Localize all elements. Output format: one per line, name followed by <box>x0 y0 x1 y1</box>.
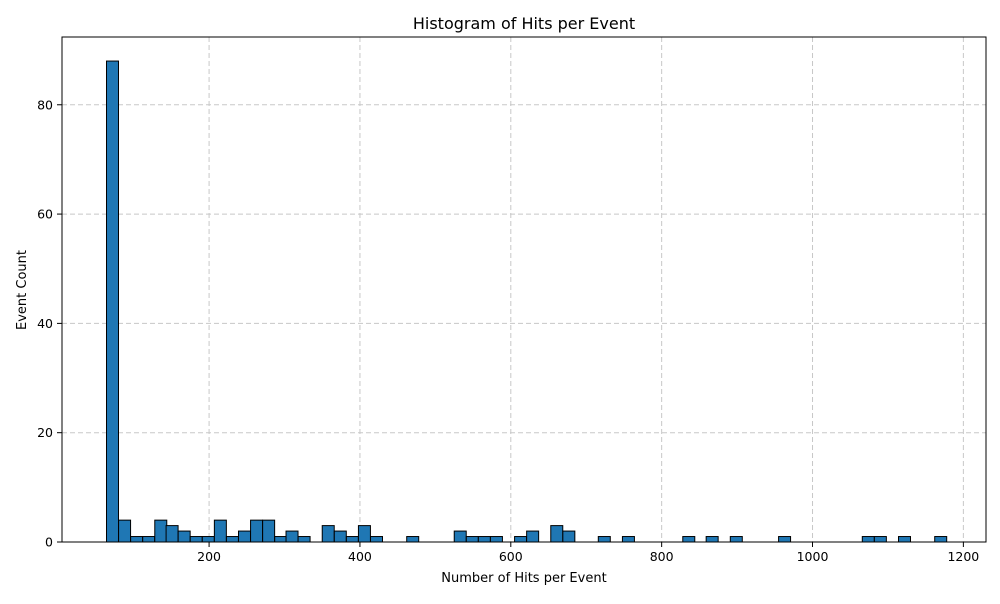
y-tick-label: 80 <box>37 97 53 112</box>
x-tick-label: 1200 <box>947 549 979 564</box>
y-tick-label: 40 <box>37 316 53 331</box>
histogram-bar <box>453 530 467 543</box>
histogram-bar <box>345 536 359 543</box>
histogram-bar <box>250 519 264 543</box>
histogram-bar <box>898 536 911 543</box>
histogram-bar <box>489 536 503 543</box>
histogram-bar <box>477 536 491 543</box>
x-tick-label: 200 <box>197 549 221 564</box>
histogram-bar <box>705 536 719 543</box>
histogram-bar <box>238 530 251 543</box>
x-tick-label: 600 <box>499 549 523 564</box>
histogram-bar <box>189 536 203 543</box>
x-axis-label: Number of Hits per Event <box>441 571 606 586</box>
y-axis-label: Event Count <box>15 250 30 330</box>
histogram-bar <box>130 536 144 543</box>
histogram-bar <box>225 536 239 543</box>
histogram-bar <box>118 519 132 543</box>
histogram-bar <box>597 536 611 543</box>
histogram-bar <box>285 530 299 543</box>
grid-layer <box>62 37 986 543</box>
y-tick-label: 0 <box>45 535 53 550</box>
ticks-layer: 200 400 600 800 1000 1200 0 20 40 60 80 <box>37 97 979 564</box>
bars-layer <box>106 60 948 543</box>
histogram-bar <box>177 530 191 543</box>
histogram-bar <box>370 536 383 543</box>
histogram-bar <box>861 536 875 543</box>
y-tick-label: 60 <box>37 207 53 222</box>
histogram-bar <box>873 536 887 543</box>
histogram-bar <box>778 536 792 543</box>
histogram-bar <box>165 525 179 543</box>
x-tick-label: 1000 <box>797 549 829 564</box>
histogram-bar <box>514 536 528 543</box>
chart-title: Histogram of Hits per Event <box>413 14 635 33</box>
histogram-bar <box>729 536 743 543</box>
histogram-bar <box>201 536 215 543</box>
histogram-bar <box>562 530 576 543</box>
histogram-bar <box>106 60 119 543</box>
histogram-bar <box>550 525 564 543</box>
histogram-bar <box>142 536 156 543</box>
histogram-bar <box>465 536 479 543</box>
histogram-bar <box>274 536 288 543</box>
histogram-bar <box>526 530 540 543</box>
histogram-bar <box>262 519 276 543</box>
histogram-bar <box>406 536 420 543</box>
x-tick-label: 400 <box>348 549 372 564</box>
plot-frame <box>61 36 987 543</box>
histogram-bar <box>682 536 696 543</box>
histogram-bar <box>333 530 347 543</box>
histogram-bar <box>357 525 371 543</box>
y-tick-label: 20 <box>37 425 53 440</box>
histogram-bar <box>321 525 335 543</box>
histogram-bar <box>213 519 227 543</box>
histogram-bar <box>154 519 168 543</box>
histogram-bar <box>934 536 948 543</box>
x-tick-label: 800 <box>650 549 674 564</box>
histogram-bar <box>297 536 311 543</box>
histogram-bar <box>621 536 635 543</box>
